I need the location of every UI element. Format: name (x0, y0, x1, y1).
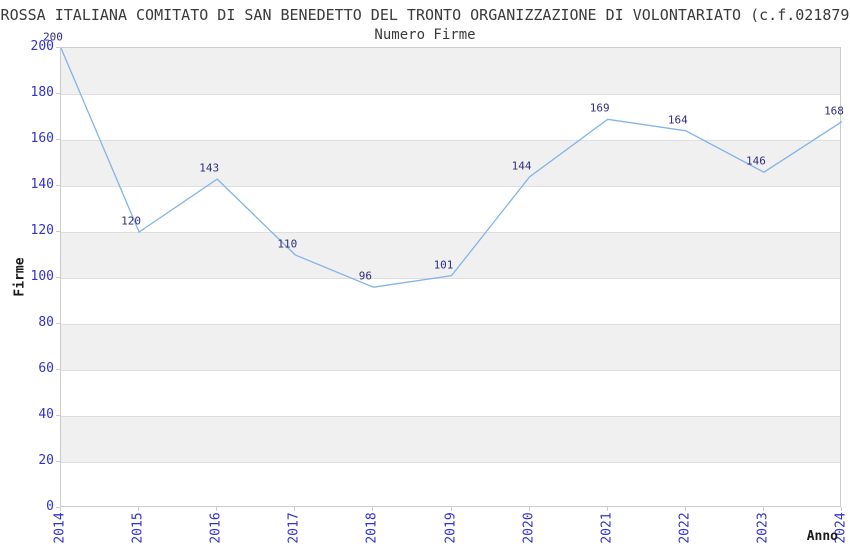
gridline (61, 324, 840, 325)
x-tickmark (138, 507, 140, 511)
x-tickmark (294, 507, 296, 511)
x-tickmark (528, 507, 530, 511)
y-tickmark (56, 231, 60, 232)
x-tickmark (372, 507, 374, 511)
y-tickmark (56, 139, 60, 140)
x-tick-label: 2022 (677, 512, 693, 544)
y-tick-label: 40 (38, 407, 54, 422)
gridline (61, 140, 840, 141)
x-tick-label: 2018 (364, 512, 380, 544)
y-tick-label: 20 (38, 453, 54, 468)
x-tickmark (606, 507, 608, 511)
plot-band (61, 416, 840, 462)
y-tick-label: 120 (30, 223, 54, 238)
chart-title: ROSSA ITALIANA COMITATO DI SAN BENEDETTO… (0, 6, 850, 24)
y-tick-label: 80 (38, 315, 54, 330)
y-tickmark (56, 93, 60, 94)
y-tick-label: 0 (46, 499, 54, 514)
y-tickmark (56, 323, 60, 324)
plot-band (61, 232, 840, 278)
x-tickmark (684, 507, 686, 511)
y-tickmark (56, 277, 60, 278)
y-tick-label: 180 (30, 85, 54, 100)
data-label: 200 (43, 30, 63, 44)
data-label: 164 (667, 113, 688, 127)
x-tick-label: 2020 (521, 512, 537, 544)
x-tick-label: 2017 (286, 512, 302, 544)
x-tickmark (841, 507, 842, 511)
gridline (61, 94, 840, 95)
series-line (60, 47, 843, 288)
y-tickmark (56, 415, 60, 416)
x-tickmark (60, 507, 61, 511)
x-tickmark (762, 507, 764, 511)
data-label: 144 (511, 159, 532, 173)
plot-band (61, 140, 840, 186)
gridline (61, 232, 840, 233)
y-tick-label: 140 (30, 177, 54, 192)
y-tickmark (56, 507, 60, 508)
data-label: 96 (358, 269, 373, 283)
data-label: 146 (745, 154, 766, 168)
series-svg (60, 47, 843, 288)
x-tick-label: 2014 (52, 512, 68, 544)
y-tick-label: 100 (30, 269, 54, 284)
gridline (61, 370, 840, 371)
gridline (61, 278, 840, 279)
y-tick-label: 200 (30, 39, 54, 54)
gridline (61, 462, 840, 463)
gridline (61, 416, 840, 417)
y-tickmark (56, 185, 60, 186)
data-label: 110 (277, 237, 298, 251)
chart-subtitle: Numero Firme (374, 27, 476, 43)
y-tickmark (56, 369, 60, 370)
y-tick-label: 160 (30, 131, 54, 146)
x-axis-title: Anno (806, 529, 838, 544)
data-label: 168 (824, 104, 844, 118)
plot-band (61, 324, 840, 370)
x-tick-label: 2021 (599, 512, 615, 544)
plot-band (61, 48, 840, 94)
y-tickmark (56, 461, 60, 462)
x-tick-label: 2016 (208, 512, 224, 544)
data-label: 143 (199, 161, 220, 175)
data-label: 101 (433, 258, 454, 272)
x-tick-label: 2015 (130, 512, 146, 544)
plot-area: 200 120 143 110 96 101 144 169 164 146 168 (43, 31, 844, 507)
gridline (61, 186, 840, 187)
y-tickmark (56, 47, 60, 48)
x-tickmark (450, 507, 452, 511)
y-tick-label: 60 (38, 361, 54, 376)
x-tickmark (216, 507, 218, 511)
data-label: 169 (589, 101, 610, 115)
x-tick-label: 2023 (755, 512, 771, 544)
x-tick-label: 2019 (443, 512, 458, 544)
data-label: 120 (121, 214, 142, 228)
